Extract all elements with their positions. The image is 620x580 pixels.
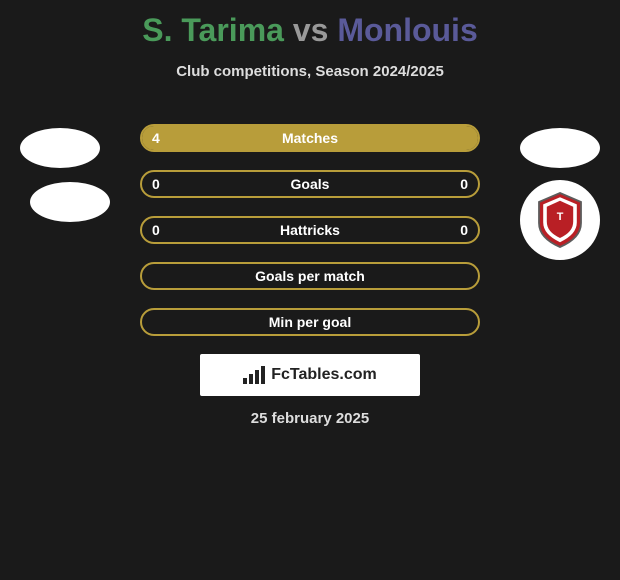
player2-avatar [520, 128, 600, 168]
stat-value-left: 0 [152, 176, 160, 192]
stat-row: 4 Matches [140, 124, 480, 152]
vs-separator: vs [293, 12, 329, 48]
stat-row: 0 Hattricks 0 [140, 216, 480, 244]
toronto-fc-crest-icon: T [530, 190, 590, 250]
player1-name: S. Tarima [142, 12, 284, 48]
stat-label: Hattricks [280, 222, 340, 238]
stat-value-right: 0 [460, 222, 468, 238]
watermark-text: FcTables.com [271, 366, 377, 384]
stat-label: Matches [282, 130, 338, 146]
snapshot-date: 25 february 2025 [0, 410, 620, 427]
comparison-title: S. Tarima vs Monlouis [0, 0, 620, 49]
stat-value-left: 4 [152, 130, 160, 146]
fctables-watermark: FcTables.com [200, 354, 420, 396]
stat-value-right: 0 [460, 176, 468, 192]
svg-text:T: T [557, 211, 564, 223]
stat-value-left: 0 [152, 222, 160, 238]
stat-row: Min per goal [140, 308, 480, 336]
player1-avatar [20, 128, 100, 168]
player1-club-badge [30, 182, 110, 222]
subtitle: Club competitions, Season 2024/2025 [0, 63, 620, 80]
stat-label: Goals per match [255, 268, 365, 284]
bar-chart-icon [243, 366, 265, 384]
stat-row: 0 Goals 0 [140, 170, 480, 198]
stats-container: 4 Matches 0 Goals 0 0 Hattricks 0 Goals per matc… [140, 124, 480, 354]
stat-label: Goals [291, 176, 330, 192]
stat-row: Goals per match [140, 262, 480, 290]
player2-club-badge: T [520, 180, 600, 260]
stat-label: Min per goal [269, 314, 351, 330]
player2-name: Monlouis [337, 12, 477, 48]
